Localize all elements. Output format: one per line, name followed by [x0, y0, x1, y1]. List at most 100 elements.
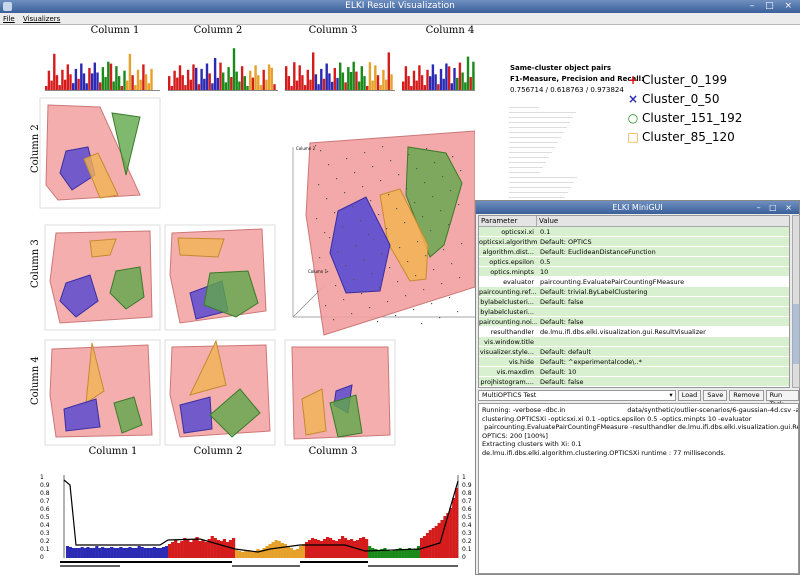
scatter-panel-r3c2[interactable] — [164, 339, 276, 446]
header-value[interactable]: Value — [539, 217, 559, 225]
parameter-name: evaluator — [503, 278, 534, 286]
reachability-tick-label: 0.8 — [40, 490, 50, 497]
parameter-value[interactable]: Default: ^experimentalcode\..* — [540, 358, 642, 366]
reachability-bar — [274, 540, 278, 558]
load-button[interactable]: Load — [677, 390, 702, 401]
scatter-panel-r1c1[interactable] — [39, 97, 161, 209]
summary-line — [509, 147, 555, 150]
parameter-value[interactable]: Default: false — [540, 318, 584, 326]
parameter-row[interactable]: projhistogram....Default: 50 — [479, 387, 789, 388]
parameter-row[interactable]: projhistogram.... Default: false — [479, 377, 789, 387]
parameter-row[interactable]: opticsxi.algorithm Default: OPTICS — [479, 237, 789, 247]
parameter-value[interactable]: 10 — [540, 268, 549, 276]
parameter-row[interactable]: paircounting.ref... Default: trivial.ByLa… — [479, 287, 789, 297]
reachability-tick-label: 0.6 — [462, 506, 472, 513]
legend-item[interactable]: + Cluster_0_199 — [626, 71, 742, 90]
scrollbar-thumb[interactable] — [793, 304, 799, 364]
histogram-bar — [243, 76, 246, 90]
scatter-panel-large[interactable]: Column 2 Column 1 — [292, 130, 475, 336]
minigui-window-controls[interactable]: – □ × — [756, 203, 795, 212]
parameter-value[interactable] — [537, 337, 789, 346]
legend-item[interactable]: □ Cluster_85_120 — [626, 128, 742, 147]
histogram-bar — [450, 83, 453, 90]
parameter-value[interactable]: Default: 50 — [537, 387, 789, 388]
parameter-row[interactable]: bylabelclusteri... Default: false — [479, 297, 789, 307]
legend-item[interactable]: × Cluster_0_50 — [626, 90, 742, 109]
histogram-bar — [168, 76, 171, 90]
data-point — [364, 152, 366, 154]
scatter-panel-r2c1[interactable] — [44, 224, 161, 331]
parameter-value[interactable]: Default: false — [540, 378, 584, 386]
parameter-row[interactable]: optics.minpts 10 — [479, 267, 789, 277]
parameter-row[interactable]: visualizer.style... Default: default — [479, 347, 789, 357]
data-point — [443, 249, 445, 251]
reachability-bar — [413, 549, 418, 558]
histogram-bar — [407, 76, 410, 90]
header-parameter[interactable]: Parameter — [479, 216, 537, 226]
reachability-bar — [301, 544, 306, 558]
menu-file[interactable]: File — [3, 15, 15, 23]
reachability-bar — [213, 538, 217, 558]
reachability-bar — [353, 541, 357, 558]
reachability-tick-label: 0.9 — [462, 482, 472, 489]
histogram-bar — [412, 70, 416, 90]
parameter-value[interactable]: 0.1 — [540, 228, 551, 236]
scatter-panel-r3c1[interactable] — [44, 339, 161, 446]
parameter-name: vis.maxdim — [496, 368, 534, 376]
parameter-value[interactable]: 0.5 — [540, 258, 551, 266]
parameter-value[interactable]: Default: trivial.ByLabelClustering — [540, 288, 648, 296]
task-select[interactable]: MultiOPTICS Test — [478, 390, 676, 401]
scatter-panel-r2c2[interactable] — [164, 224, 276, 331]
data-point — [452, 156, 454, 158]
output-log[interactable]: Running: -verbose -dbc.in data/synthetic… — [478, 403, 799, 574]
reachability-bar — [125, 548, 129, 558]
reachability-bar — [110, 547, 114, 558]
parameter-value[interactable]: Default: OPTICS — [540, 238, 592, 246]
window-controls[interactable]: – □ × — [749, 1, 796, 11]
save-button[interactable]: Save — [703, 390, 728, 401]
histogram-bar — [387, 52, 390, 90]
data-point — [423, 289, 425, 291]
parameter-row[interactable]: vis.maxdim Default: 10 — [479, 367, 789, 377]
reachability-bar — [74, 548, 78, 558]
parameter-value[interactable]: Default: EuclideanDistanceFunction — [540, 248, 656, 256]
reachability-bar — [101, 547, 105, 558]
parameter-row[interactable]: resulthandler de.lmu.ifi.dbs.elki.visuali… — [479, 327, 789, 337]
histogram-column-2 — [168, 48, 278, 91]
parameter-row[interactable]: vis.window.title — [479, 337, 789, 347]
parameter-value[interactable]: Default: false — [540, 298, 584, 306]
reachability-tick-label: 0.1 — [462, 546, 472, 553]
run-task-button[interactable]: Run Task — [765, 390, 799, 408]
parameter-value[interactable] — [537, 307, 789, 316]
reachability-bar — [377, 550, 381, 558]
histogram-bar — [69, 74, 72, 90]
parameter-row[interactable]: evaluator paircounting.EvaluatePairCounti… — [479, 277, 789, 287]
parameter-value[interactable]: paircounting.EvaluatePairCountingFMeasur… — [540, 278, 685, 286]
histogram-bar — [208, 73, 211, 90]
remove-button[interactable]: Remove — [729, 390, 764, 401]
parameter-value[interactable]: Default: 10 — [540, 368, 577, 376]
parameter-value[interactable]: de.lmu.ifi.dbs.elki.visualization.gui.Re… — [540, 328, 706, 336]
parameter-row[interactable]: opticsxi.xi 0.1 — [479, 227, 789, 237]
parameter-table-scrollbar[interactable] — [792, 215, 800, 388]
reachability-bar — [289, 548, 294, 558]
parameter-row[interactable]: paircounting.noi... Default: false — [479, 317, 789, 327]
data-point — [388, 194, 390, 196]
legend-item[interactable]: ○ Cluster_151_192 — [626, 109, 743, 128]
parameter-value[interactable]: Default: default — [540, 348, 591, 356]
reachability-bar — [434, 526, 438, 558]
parameter-row[interactable]: vis.hide Default: ^experimentalcode\..* — [479, 357, 789, 367]
parameter-row[interactable]: optics.epsilon 0.5 — [479, 257, 789, 267]
histogram-bar — [173, 70, 176, 90]
parameter-name: projhistogram.... — [480, 378, 534, 386]
parameter-row[interactable]: bylabelclusteri... — [479, 307, 789, 317]
data-point — [342, 226, 344, 228]
info-subheading: F1-Measure, Precision and Recall: — [510, 75, 644, 83]
histogram-bar — [295, 80, 299, 90]
parameter-row[interactable]: algorithm.dist... Default: EuclideanDista… — [479, 247, 789, 257]
scatter-panel-r3c3[interactable] — [284, 339, 396, 446]
histogram-bar — [181, 75, 184, 90]
info-values: 0.756714 / 0.618763 / 0.973824 — [510, 86, 624, 94]
histogram-bar — [197, 84, 201, 90]
menu-visualizers[interactable]: Visualizers — [22, 15, 61, 23]
